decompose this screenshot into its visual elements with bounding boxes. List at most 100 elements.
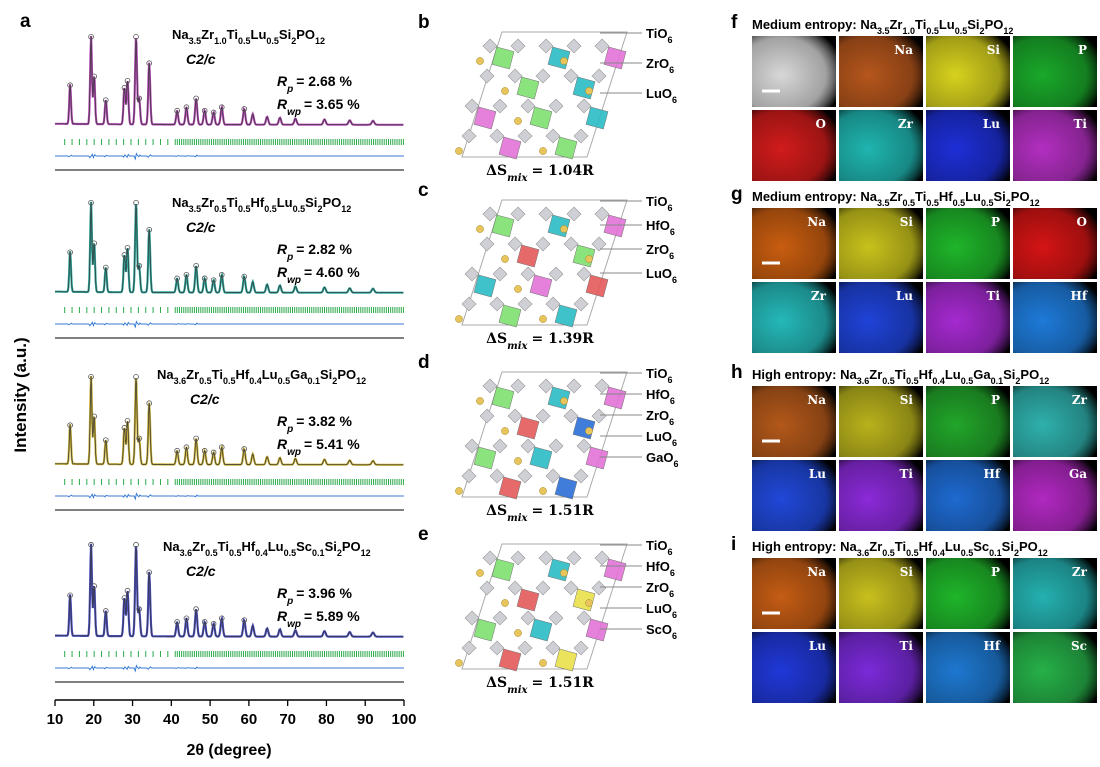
xrd-pattern: Na3.6Zr0.5Ti0.5Hf0.4Lu0.5Ga0.1Si2PO12 C2/… — [54, 367, 404, 511]
tetrahedron — [545, 640, 561, 656]
element-label: Si — [900, 215, 914, 229]
observed-point — [183, 615, 190, 622]
polyhedron-label: LuO6 — [646, 266, 677, 285]
observed-point — [146, 400, 153, 407]
pattern-formula: Na3.5Zr0.5Ti0.5Hf0.5Lu0.5Si2PO12 — [172, 195, 351, 214]
observed-point — [136, 606, 142, 612]
unit-cell — [461, 199, 628, 326]
na-atom — [585, 255, 593, 263]
na-atom — [476, 225, 484, 233]
na-atom — [455, 659, 463, 667]
observed-point — [218, 271, 225, 278]
octahedron — [547, 46, 571, 70]
x-tick-label: 10 — [47, 711, 64, 728]
tetrahedron — [461, 468, 477, 484]
tetrahedron — [538, 206, 554, 222]
na-atom — [560, 397, 568, 405]
panel-letter-e: e — [418, 524, 429, 545]
element-label: Lu — [809, 639, 826, 653]
eds-map-tile — [839, 36, 923, 107]
calculated-profile — [55, 543, 404, 638]
element-label: Zr — [811, 289, 827, 303]
tetrahedron — [548, 266, 564, 282]
polyhedron-label: HfO6 — [646, 218, 675, 237]
observed-point — [67, 249, 73, 256]
octahedron — [603, 214, 627, 238]
rp-value: Rp = 3.96 % — [277, 585, 352, 607]
eds-title: Medium entropy: Na3.5Zr1.0Ti0.5Lu0.5Si2P… — [752, 17, 1013, 36]
tetrahedron — [548, 98, 564, 114]
tetrahedron — [535, 408, 551, 424]
unit-cell — [461, 543, 628, 670]
tetrahedron — [576, 438, 592, 454]
octahedron — [529, 618, 553, 642]
octahedron — [498, 648, 522, 672]
octahedron — [473, 446, 497, 470]
octahedron — [473, 618, 497, 642]
tetrahedron — [566, 206, 582, 222]
octahedron — [554, 476, 578, 500]
eds-panel-i: i High entropy: Na3.6Zr0.5Ti0.5Hf0.4Lu0.5… — [731, 534, 1097, 703]
na-atom — [476, 57, 484, 65]
octahedron — [491, 386, 515, 410]
observed-point — [146, 226, 153, 233]
eds-map-tile — [926, 632, 1010, 703]
eds-map-tile — [926, 558, 1010, 629]
tetrahedron — [573, 128, 589, 144]
mixing-entropy: ΔSmix = 1.39R — [486, 331, 594, 352]
space-group: C2/c — [190, 391, 220, 407]
calculated-profile — [54, 375, 404, 466]
observed-point — [136, 95, 142, 102]
element-label: Lu — [896, 289, 913, 303]
tetrahedron — [507, 408, 523, 424]
observed-point — [121, 85, 128, 91]
eds-map-tile — [752, 460, 836, 531]
tetrahedron — [492, 438, 508, 454]
octahedron — [603, 386, 627, 410]
tetrahedron — [535, 580, 551, 596]
observed-point — [133, 199, 139, 206]
panel-letter-h: h — [731, 362, 743, 383]
rp-value: Rp = 2.82 % — [277, 241, 352, 263]
mixing-entropy: ΔSmix = 1.51R — [486, 675, 594, 696]
eds-map-tile — [839, 460, 923, 531]
na-atom — [560, 57, 568, 65]
element-label: Zr — [1072, 393, 1088, 407]
observed-point — [88, 373, 94, 380]
xrd-pattern: Na3.5Zr0.5Ti0.5Hf0.5Lu0.5Si2PO12 C2/c Rp = … — [55, 195, 404, 339]
tetrahedron — [461, 640, 477, 656]
difference-curve — [55, 320, 404, 329]
tetrahedron — [517, 468, 533, 484]
tetrahedron — [479, 236, 495, 252]
panel-letter-d: d — [418, 352, 430, 373]
mixing-entropy: ΔSmix = 1.04R — [486, 163, 594, 184]
na-atom — [476, 397, 484, 405]
eds-map-tile — [926, 208, 1010, 279]
tetrahedron — [566, 550, 582, 566]
na-atom — [539, 659, 547, 667]
space-group: C2/c — [186, 563, 216, 579]
eds-map-tile — [839, 282, 923, 353]
observed-point — [136, 262, 142, 269]
eds-map-tile — [1013, 460, 1097, 531]
tetrahedron — [591, 580, 607, 596]
tetrahedron — [489, 640, 505, 656]
observed-point — [88, 33, 94, 40]
na-atom — [585, 427, 593, 435]
x-tick-label: 100 — [391, 711, 416, 728]
eds-map-tile — [752, 36, 836, 107]
observed-point — [210, 277, 217, 283]
observed-point — [102, 437, 109, 443]
observed-point — [146, 60, 153, 66]
na-atom — [539, 147, 547, 155]
tetrahedron — [517, 128, 533, 144]
eds-panel-f: f Medium entropy: Na3.5Zr1.0Ti0.5Lu0.5Si2… — [731, 12, 1097, 181]
tetrahedron — [566, 378, 582, 394]
panel-letter-a: a — [20, 11, 31, 32]
observed-point — [210, 109, 217, 116]
rwp-value: Rwp = 5.41 % — [277, 436, 360, 458]
eds-map-tile — [839, 208, 923, 279]
tetrahedron — [461, 296, 477, 312]
tetrahedron — [507, 68, 523, 84]
tetrahedron — [566, 38, 582, 54]
